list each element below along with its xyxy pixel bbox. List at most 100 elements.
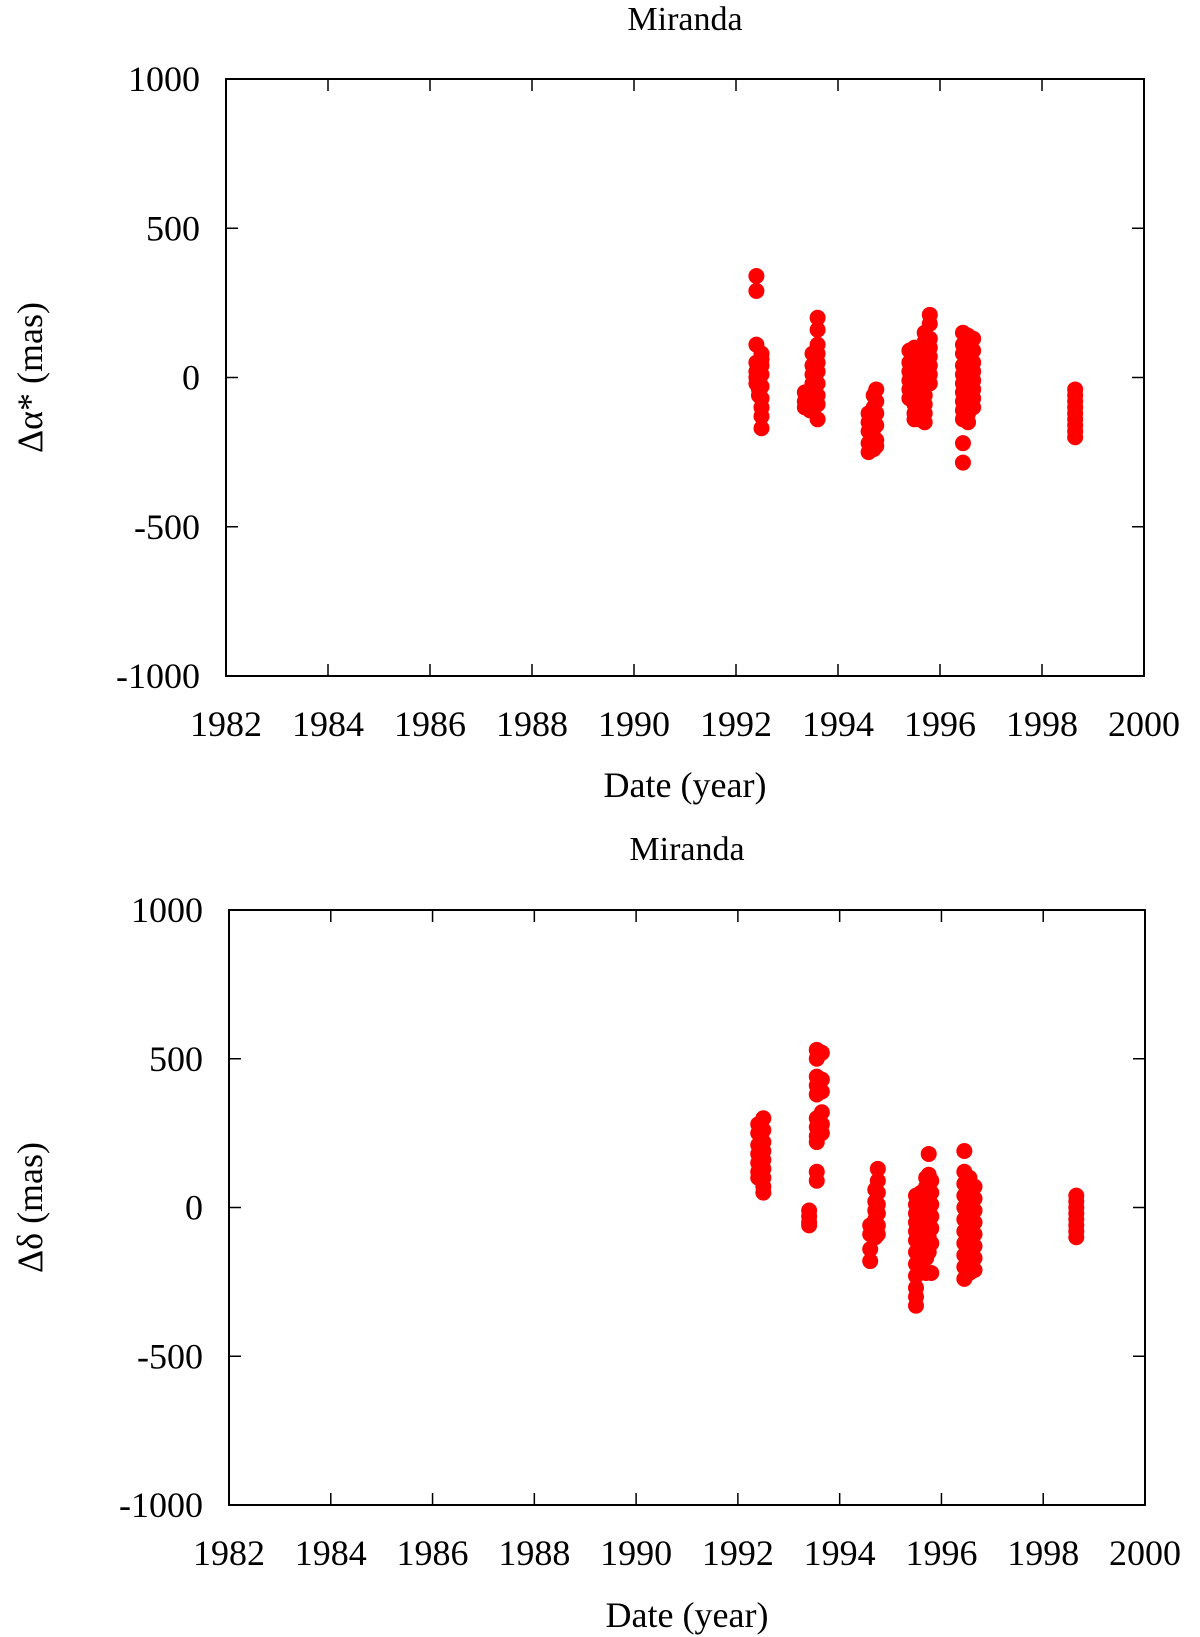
data-point	[862, 1253, 879, 1270]
x-tick-label: 2000	[1108, 704, 1180, 744]
y-tick-label: -500	[137, 1336, 203, 1376]
data-point	[923, 1235, 940, 1252]
data-point	[813, 1104, 830, 1121]
data-point	[868, 393, 885, 410]
data-point	[921, 375, 938, 392]
y-tick-label: 500	[149, 1039, 203, 1079]
data-point	[868, 381, 885, 398]
data-point	[954, 454, 971, 471]
x-tick-label: 1994	[804, 1533, 876, 1573]
y-axis-label: Δα* (mas)	[10, 302, 50, 453]
y-tick-label: 1000	[131, 890, 203, 930]
data-point	[753, 408, 770, 425]
x-tick-label: 1996	[905, 1533, 977, 1573]
data-point	[923, 1196, 940, 1213]
x-tick-label: 1996	[904, 704, 976, 744]
data-point	[813, 1083, 830, 1100]
y-tick-label: 0	[182, 358, 200, 398]
x-tick-label: 1998	[1006, 704, 1078, 744]
data-point	[923, 1220, 940, 1237]
data-point	[753, 366, 770, 383]
data-point	[753, 420, 770, 437]
chart-title: Miranda	[627, 1, 742, 38]
data-point	[813, 1044, 830, 1061]
y-tick-label: 1000	[128, 59, 200, 99]
x-tick-label: 1984	[292, 704, 364, 744]
x-tick-label: 1990	[600, 1533, 672, 1573]
y-tick-label: 0	[185, 1188, 203, 1228]
x-tick-label: 2000	[1109, 1533, 1181, 1573]
y-tick-label: -1000	[119, 1485, 203, 1525]
data-point	[966, 1226, 983, 1243]
data-point	[1068, 1229, 1085, 1246]
data-point	[755, 1110, 772, 1127]
y-axis-label: Δδ (mas)	[10, 1142, 50, 1273]
data-point	[869, 1160, 886, 1177]
data-point	[966, 1190, 983, 1207]
data-point	[923, 1172, 940, 1189]
data-point	[809, 363, 826, 380]
plot-frame	[228, 909, 1146, 1506]
x-tick-label: 1984	[295, 1533, 367, 1573]
data-point	[920, 1145, 937, 1162]
data-point	[748, 282, 765, 299]
data-point	[809, 309, 826, 326]
y-tick-label: 500	[146, 208, 200, 248]
plot-frame	[225, 78, 1145, 677]
data-point	[868, 405, 885, 422]
data-point	[954, 435, 971, 452]
x-tick-label: 1992	[700, 704, 772, 744]
data-point	[965, 330, 982, 347]
data-point	[1067, 429, 1084, 446]
data-point	[869, 1205, 886, 1222]
data-point	[808, 1172, 825, 1189]
data-point	[869, 1172, 886, 1189]
x-axis-label: Date (year)	[606, 1595, 769, 1635]
data-point	[965, 399, 982, 416]
data-point	[753, 378, 770, 395]
x-tick-label: 1990	[598, 704, 670, 744]
data-point	[916, 414, 933, 431]
chart-panel-2: Miranda 1982 1984 1986 1988 1990 1992 1994 1996 1…	[10, 831, 1181, 1635]
data-point	[966, 1238, 983, 1255]
data-points	[750, 1041, 1085, 1314]
data-point	[868, 417, 885, 434]
x-tick-label: 1986	[397, 1533, 469, 1573]
data-point	[809, 321, 826, 338]
data-point	[966, 1178, 983, 1195]
data-points	[748, 268, 1084, 471]
data-point	[966, 1250, 983, 1267]
data-point	[908, 1297, 924, 1314]
x-tick-label: 1986	[394, 704, 466, 744]
data-point	[923, 1208, 940, 1225]
data-point	[965, 342, 982, 359]
x-tick-label: 1982	[193, 1533, 265, 1573]
y-tick-label: -1000	[116, 656, 200, 696]
data-point	[869, 1184, 886, 1201]
x-tick-label: 1992	[702, 1533, 774, 1573]
data-point	[813, 1071, 830, 1088]
x-tick-label: 1994	[802, 704, 874, 744]
x-tick-label: 1988	[496, 704, 568, 744]
data-point	[755, 1122, 772, 1139]
data-point	[921, 315, 938, 332]
chart-panel-1: Miranda 1982 1984 1986 1988 1990 1992 1994 1996 1…	[10, 1, 1180, 805]
data-point	[809, 411, 826, 428]
x-axis-label: Date (year)	[604, 765, 767, 805]
data-point	[923, 1184, 940, 1201]
data-point	[956, 1142, 973, 1159]
x-tick-label: 1998	[1007, 1533, 1079, 1573]
data-point	[966, 1202, 983, 1219]
data-point	[960, 414, 977, 431]
data-point	[966, 1261, 983, 1278]
data-point	[801, 1217, 818, 1234]
x-tick-label: 1982	[190, 704, 262, 744]
data-point	[748, 268, 765, 285]
y-tick-label: -500	[134, 507, 200, 547]
x-tick-label: 1988	[498, 1533, 570, 1573]
data-point	[813, 1125, 830, 1142]
data-point	[809, 375, 826, 392]
data-point	[809, 396, 826, 413]
chart-title: Miranda	[629, 831, 744, 868]
data-point	[869, 1226, 886, 1243]
